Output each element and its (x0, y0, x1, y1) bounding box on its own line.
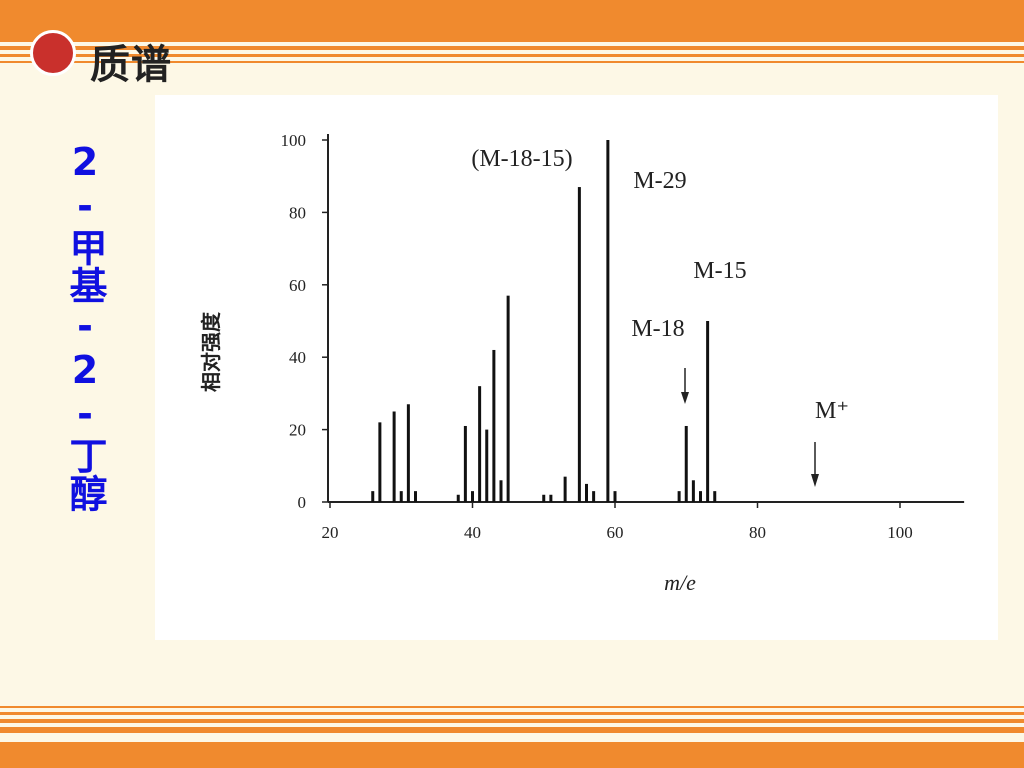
stripe (0, 712, 1024, 715)
peak (542, 494, 546, 502)
side-title: 2-甲基-2-丁醇 (63, 140, 107, 512)
peak (677, 491, 681, 502)
peak (699, 491, 702, 502)
peak (371, 491, 375, 502)
y-tick-label: 40 (289, 348, 306, 367)
arrow-head (681, 392, 689, 404)
peak (713, 491, 717, 502)
stripe (0, 706, 1024, 708)
annotation: M-18 (631, 316, 684, 342)
y-tick-label: 80 (289, 203, 306, 222)
y-tick-label: 0 (298, 493, 307, 512)
peak (499, 480, 503, 502)
peak (471, 491, 474, 502)
annotation: M-15 (693, 258, 746, 284)
peak (585, 483, 588, 502)
y-tick-label: 20 (289, 421, 306, 440)
y-axis-label: 相对强度 (199, 311, 223, 392)
peak (563, 476, 567, 502)
logo (30, 30, 76, 76)
chart-panel (155, 95, 998, 640)
annotation: (M-18-15) (471, 146, 572, 172)
stripe (0, 46, 1024, 50)
peak (463, 425, 467, 502)
arrow-head (811, 474, 819, 487)
x-axis-label: m/e (664, 570, 696, 595)
annotation: M-29 (633, 168, 686, 194)
peak (485, 429, 489, 502)
peak (456, 494, 460, 502)
bottom-band (0, 742, 1024, 768)
peak (577, 187, 581, 502)
peak (492, 349, 496, 502)
peak (706, 321, 710, 502)
x-tick-label: 20 (322, 523, 339, 542)
peak (478, 386, 482, 502)
peak (691, 480, 695, 502)
stripe (0, 719, 1024, 723)
peak (613, 491, 617, 502)
peak (506, 295, 510, 502)
x-tick-label: 40 (464, 523, 481, 542)
peak (378, 422, 382, 502)
x-tick-label: 100 (887, 523, 913, 542)
peak (549, 494, 553, 502)
annotation: M⁺ (815, 398, 849, 424)
peak (684, 425, 688, 502)
stripe (0, 61, 1024, 63)
peak (592, 491, 596, 502)
peak (406, 404, 410, 502)
stripe (0, 54, 1024, 57)
peak (414, 491, 417, 502)
top-band (0, 0, 1024, 42)
y-tick-label: 60 (289, 276, 306, 295)
header-title: 质谱 (90, 42, 172, 88)
y-tick-label: 100 (281, 131, 307, 150)
peak (392, 411, 396, 502)
x-tick-label: 80 (749, 523, 766, 542)
stripe (0, 727, 1024, 733)
x-tick-label: 60 (607, 523, 624, 542)
peak (606, 140, 610, 502)
peak (399, 491, 403, 502)
